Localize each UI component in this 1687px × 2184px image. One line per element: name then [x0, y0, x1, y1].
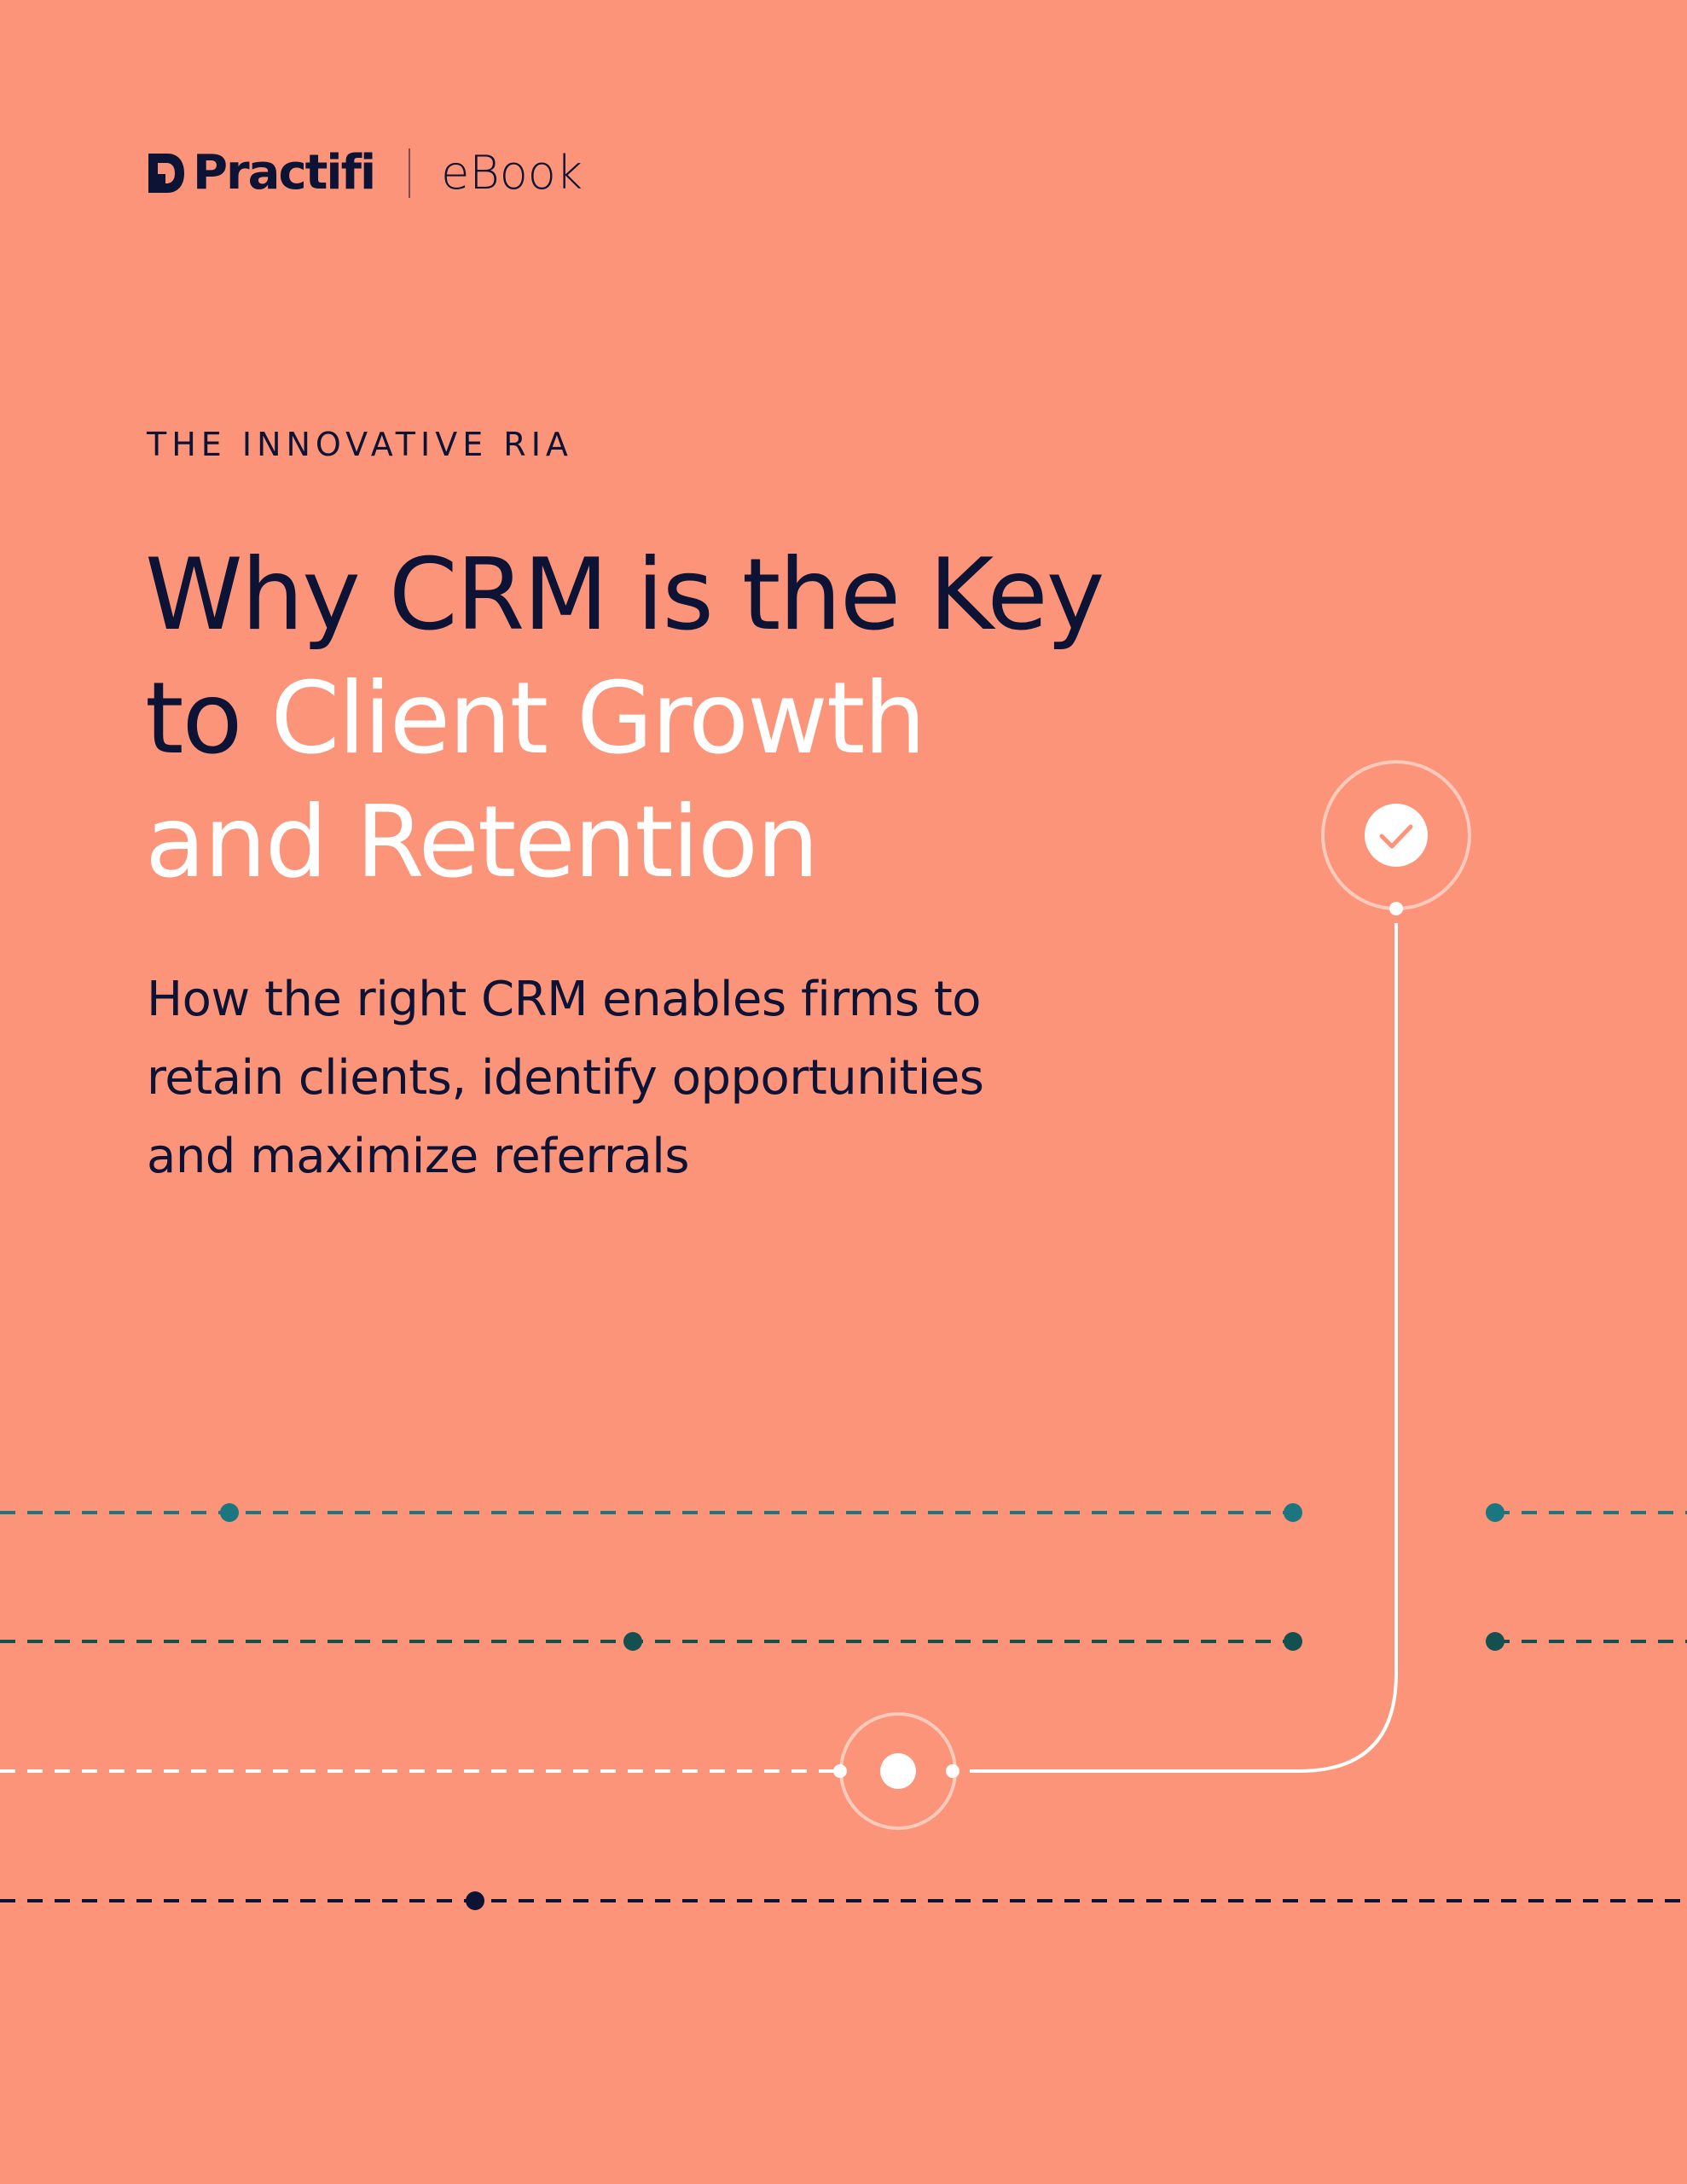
cover-title: Why CRM is the Key to Client Growth and … [145, 533, 1254, 904]
title-line-3-highlight: and Retention [145, 785, 819, 900]
subtitle-line-3: and maximize referrals [147, 1129, 690, 1184]
dot-teal-1 [220, 1503, 239, 1522]
header: Practifi eBook [147, 143, 583, 203]
cover-subtitle: How the right CRM enables firms to retai… [147, 961, 1255, 1196]
check-icon [1379, 824, 1413, 849]
practifi-logo-icon [148, 154, 184, 193]
check-node-fill [1365, 804, 1428, 867]
node-right-dot [946, 1764, 959, 1778]
title-line-2-prefix: to [145, 661, 271, 776]
title-line-2: to Client Growth [145, 657, 1254, 781]
target-node-icon [880, 1753, 916, 1789]
dot-teal-3 [1486, 1503, 1504, 1522]
practifi-logo: Practifi [147, 143, 376, 203]
subtitle-line-2: retain clients, identify opportunities [147, 1050, 984, 1106]
document-type-label: eBook [441, 146, 583, 200]
dot-darkteal-2 [1284, 1632, 1302, 1651]
title-line-1: Why CRM is the Key [145, 537, 1104, 653]
dot-darkteal-1 [623, 1632, 642, 1651]
dot-teal-2 [1284, 1503, 1302, 1522]
check-node-anchor-dot [1389, 902, 1403, 915]
node-left-dot [833, 1764, 847, 1778]
header-divider [409, 148, 411, 198]
title-line-2-highlight: Client Growth [270, 661, 926, 776]
logo-wordmark: Practifi [193, 145, 376, 200]
subtitle-line-1: How the right CRM enables firms to [147, 972, 982, 1027]
dot-navy-1 [466, 1891, 484, 1910]
series-eyebrow: THE INNOVATIVE RIA [147, 426, 573, 463]
connector-line [970, 923, 1398, 1773]
dot-darkteal-3 [1486, 1632, 1504, 1651]
